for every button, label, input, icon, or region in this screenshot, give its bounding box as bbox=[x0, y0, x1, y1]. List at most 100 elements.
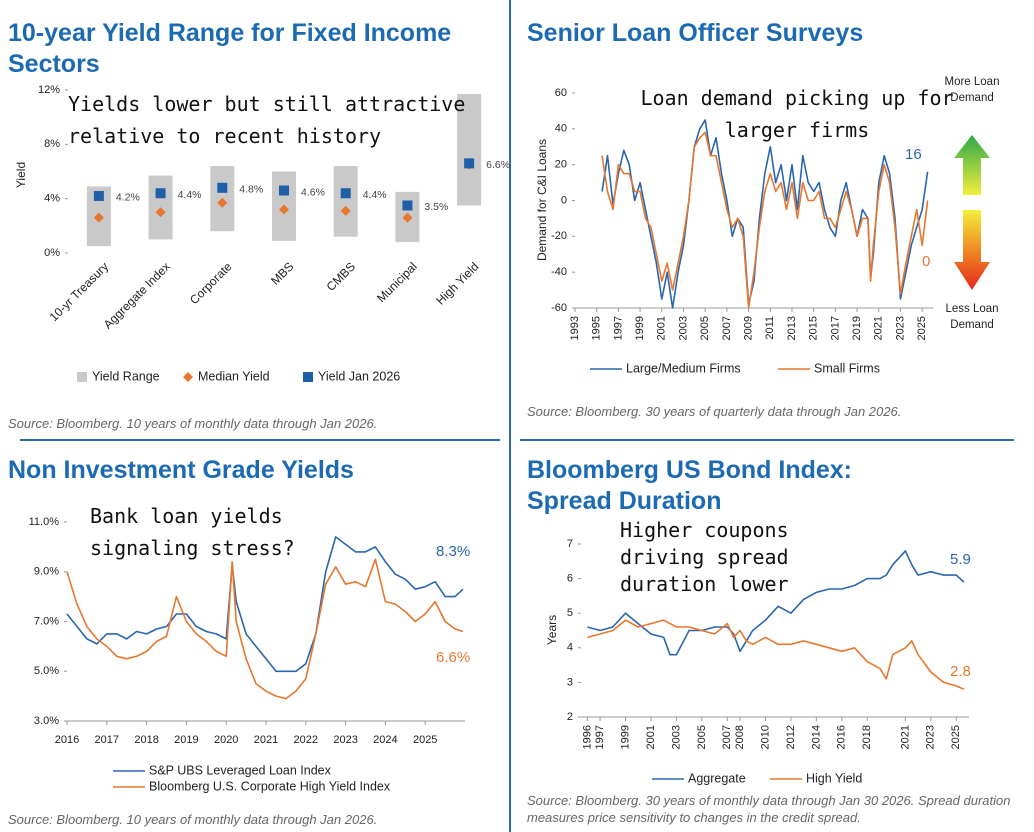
source: Source: Bloomberg. 30 years of quarterly… bbox=[527, 404, 902, 419]
x-tick-label: 2009 bbox=[742, 316, 754, 340]
x-tick-label: Aggregate Index bbox=[101, 259, 173, 331]
legend-label: Bloomberg U.S. Corporate High Yield Inde… bbox=[149, 779, 391, 793]
y-tick-label: -40 bbox=[551, 266, 567, 278]
x-tick-label: 2017 bbox=[95, 734, 119, 746]
x-tick-label: 2008 bbox=[734, 725, 746, 749]
x-tick-label: 2005 bbox=[699, 316, 711, 340]
y-tick-label: 4% bbox=[44, 193, 60, 205]
x-tick-label: 2024 bbox=[373, 734, 397, 746]
x-tick-label: 2001 bbox=[645, 725, 657, 749]
x-tick-label: 2021 bbox=[873, 316, 885, 340]
x-tick-label: Municipal bbox=[374, 259, 420, 305]
y-tick-label: -20 bbox=[551, 230, 567, 242]
value-label: 4.6% bbox=[301, 186, 325, 198]
x-tick-label: High Yield bbox=[433, 259, 481, 307]
x-tick-label: 2025 bbox=[413, 734, 437, 746]
x-tick-label: 2017 bbox=[829, 316, 841, 340]
annotation: Bank loan yields signaling stress? bbox=[90, 504, 295, 560]
value-label: 4.4% bbox=[178, 189, 202, 201]
chart-title: Non Investment Grade Yields bbox=[8, 456, 354, 484]
legend-label: High Yield bbox=[806, 771, 862, 785]
y-tick-label: 3.0% bbox=[34, 715, 59, 727]
series-line bbox=[601, 119, 929, 309]
y-tick-label: 6 bbox=[567, 573, 573, 585]
x-tick-label: MBS bbox=[268, 259, 296, 287]
current-marker bbox=[464, 158, 475, 169]
x-tick-label: 2023 bbox=[333, 734, 357, 746]
x-tick-label: 2001 bbox=[656, 316, 668, 340]
x-tick-label: 2016 bbox=[55, 734, 79, 746]
x-tick-label: 2014 bbox=[810, 725, 822, 749]
value-label: 3.5% bbox=[424, 201, 448, 213]
y-tick-label: 5 bbox=[567, 607, 573, 619]
end-label: 16 bbox=[905, 146, 922, 163]
y-tick-label: 60 bbox=[555, 87, 567, 99]
y-tick-label: -60 bbox=[551, 302, 567, 314]
chart-title: Bloomberg US Bond Index: Spread Duration bbox=[527, 456, 852, 515]
axis-note: Less Loan Demand bbox=[945, 303, 999, 331]
legend-swatch bbox=[77, 372, 87, 382]
current-marker bbox=[279, 185, 289, 196]
x-tick-label: 2016 bbox=[836, 725, 848, 749]
x-tick-label: 2023 bbox=[894, 316, 906, 340]
series-line bbox=[66, 558, 464, 700]
current-marker bbox=[402, 200, 413, 211]
x-tick-label: 2018 bbox=[134, 734, 158, 746]
source: Source: Bloomberg. 30 years of monthly d… bbox=[527, 793, 1011, 825]
x-tick-label: 1995 bbox=[591, 316, 603, 340]
median-marker bbox=[340, 205, 351, 216]
y-tick-label: 12% bbox=[38, 84, 60, 96]
series-line bbox=[601, 131, 929, 309]
x-tick-label: 2012 bbox=[785, 725, 797, 749]
y-axis-label: Years bbox=[545, 615, 559, 645]
x-tick-label: 2018 bbox=[861, 725, 873, 749]
median-marker bbox=[402, 212, 413, 223]
end-label: 8.3% bbox=[436, 543, 470, 560]
x-tick-label: 1999 bbox=[619, 725, 631, 749]
y-tick-label: 7.0% bbox=[34, 615, 59, 627]
x-tick-label: 2015 bbox=[808, 316, 820, 340]
end-label: 2.8 bbox=[950, 663, 971, 680]
end-label: 6.6% bbox=[436, 649, 470, 666]
x-tick-label: 2021 bbox=[254, 734, 278, 746]
series-line bbox=[66, 536, 464, 673]
legend-label: Aggregate bbox=[688, 771, 746, 785]
y-tick-label: 4 bbox=[567, 642, 573, 654]
x-tick-label: 2003 bbox=[677, 316, 689, 340]
x-tick-label: 1996 bbox=[581, 725, 593, 749]
value-label: 4.4% bbox=[363, 189, 387, 201]
y-tick-label: 2 bbox=[567, 711, 573, 723]
legend-swatch bbox=[303, 372, 313, 382]
down-arrow bbox=[954, 210, 990, 290]
y-tick-label: 7 bbox=[567, 538, 573, 550]
y-axis-label: Yield bbox=[14, 162, 28, 188]
x-tick-label: 1999 bbox=[634, 316, 646, 340]
y-tick-label: 11.0% bbox=[29, 516, 60, 528]
value-label: 4.8% bbox=[239, 184, 263, 196]
x-tick-label: 10-yr Treasury bbox=[47, 259, 112, 324]
median-marker bbox=[155, 207, 166, 218]
x-tick-label: 2022 bbox=[294, 734, 318, 746]
x-tick-label: 1997 bbox=[594, 725, 606, 749]
y-axis-label: Demand for C&I Loans bbox=[535, 139, 549, 261]
median-marker bbox=[93, 212, 104, 223]
range-bar bbox=[457, 94, 482, 206]
x-tick-label: 2005 bbox=[696, 725, 708, 749]
legend-label: Small Firms bbox=[814, 361, 880, 375]
chart-title: Senior Loan Officer Surveys bbox=[527, 19, 864, 47]
end-label: 5.9 bbox=[950, 551, 971, 568]
median-marker bbox=[279, 204, 289, 215]
x-tick-label: 2003 bbox=[670, 725, 682, 749]
series-line bbox=[587, 550, 965, 656]
x-tick-label: 2007 bbox=[721, 316, 733, 340]
legend-label: S&P UBS Leveraged Loan Index bbox=[149, 763, 332, 777]
x-tick-label: 2023 bbox=[925, 725, 937, 749]
end-label: 0 bbox=[922, 253, 930, 270]
source: Source: Bloomberg. 10 years of monthly d… bbox=[8, 416, 378, 431]
x-tick-label: Corporate bbox=[187, 259, 235, 307]
current-marker bbox=[217, 182, 228, 193]
x-tick-label: 2013 bbox=[786, 316, 798, 340]
annotation: Loan demand picking up for larger firms bbox=[640, 86, 954, 142]
